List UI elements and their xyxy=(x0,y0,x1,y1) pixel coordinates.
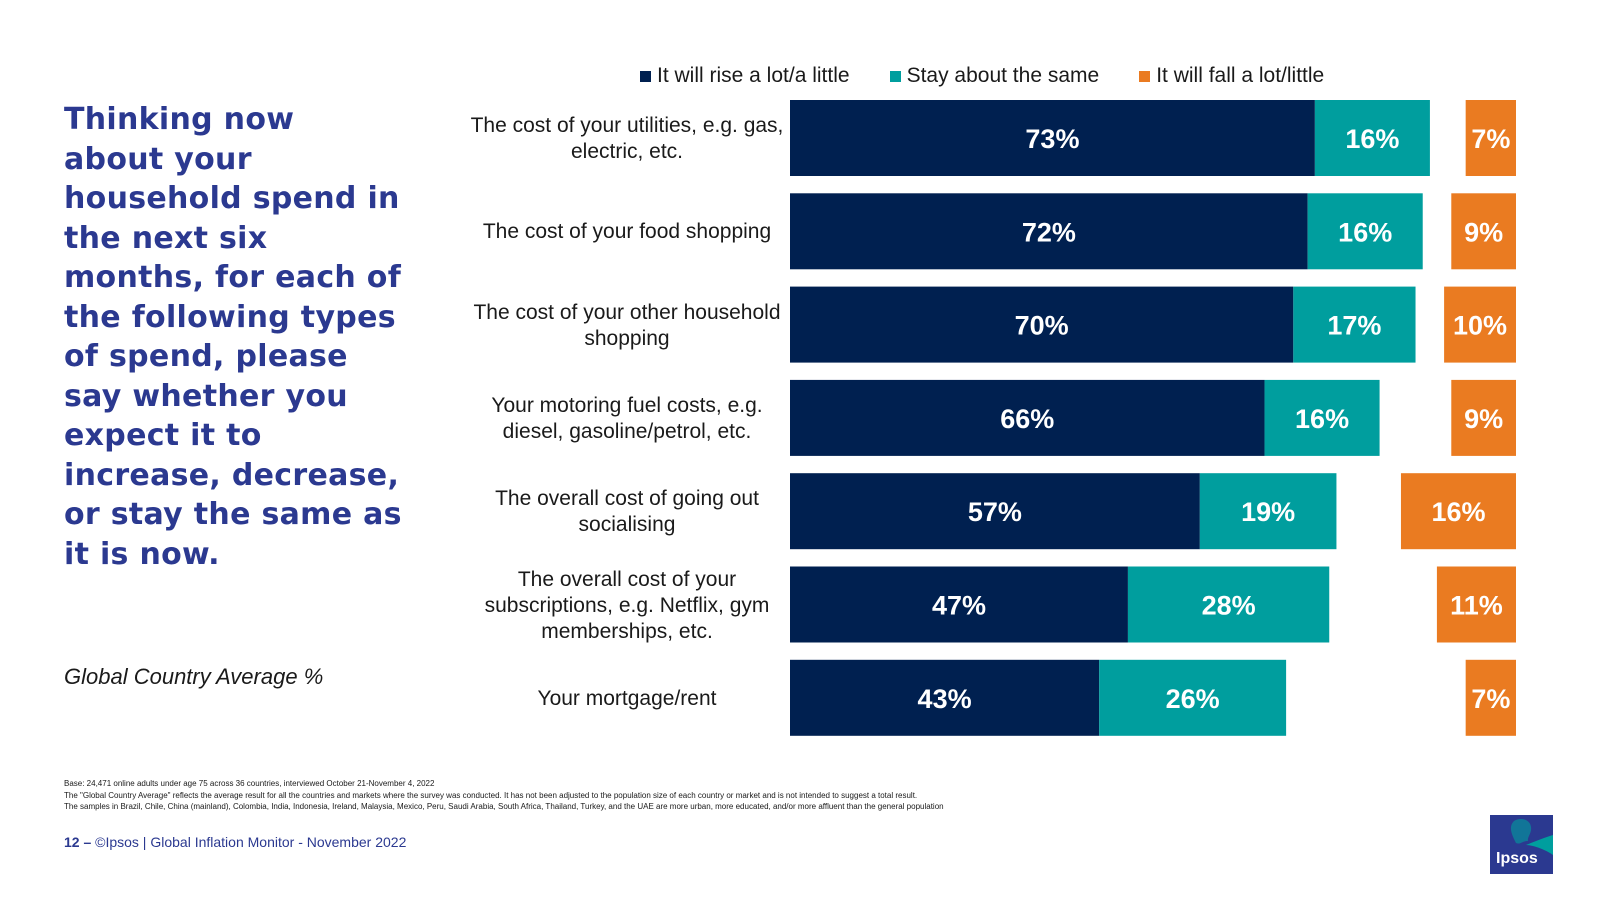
bar-same xyxy=(1099,659,1287,736)
footer: 12 – ©Ipsos | Global Inflation Monitor -… xyxy=(64,834,406,850)
bar-fall-label: 9% xyxy=(1464,217,1503,247)
bar-fall xyxy=(1451,193,1516,270)
question-text: Thinking now about your household spend … xyxy=(64,102,402,572)
legend-item-fall: It will fall a lot/little xyxy=(1139,64,1324,88)
bar-rise-label: 47% xyxy=(932,591,986,621)
bar-fall xyxy=(1436,566,1516,643)
bar-fall xyxy=(1451,379,1516,456)
category-label: The overall cost of your subscriptions, … xyxy=(484,567,770,643)
bar-same xyxy=(1264,379,1380,456)
category-label: The cost of your food shopping xyxy=(482,220,772,244)
bar-same xyxy=(1307,193,1423,270)
bar-same-label: 17% xyxy=(1327,311,1381,341)
page-number: 12 – xyxy=(64,834,92,850)
bar-rise xyxy=(790,659,1100,736)
category-label: The cost of your utilities, e.g. gas, el… xyxy=(470,114,784,163)
ipsos-logo: Ipsos xyxy=(1490,815,1553,874)
category-label: The cost of your other household shoppin… xyxy=(473,300,781,350)
bar-same-label: 16% xyxy=(1295,404,1349,434)
logo-graphic xyxy=(1510,819,1553,855)
bar-fall-label: 16% xyxy=(1431,497,1485,527)
bar-fall-label: 7% xyxy=(1471,124,1510,154)
bar-fall xyxy=(1465,100,1516,176)
footnote-base: Base: 24,471 online adults under age 75 … xyxy=(64,779,435,788)
bar-rise xyxy=(790,286,1294,363)
logo-text: Ipsos xyxy=(1496,850,1538,867)
category-label: Your motoring fuel costs, e.g. diesel, g… xyxy=(491,393,763,443)
category-label: Your mortgage/rent xyxy=(537,686,717,710)
footnote-average: The "Global Country Average" reflects th… xyxy=(64,790,918,800)
bar-rise-label: 70% xyxy=(1015,311,1069,341)
legend-label-rise: It will rise a lot/a little xyxy=(657,64,850,87)
bar-same xyxy=(1199,473,1337,550)
bar-rise xyxy=(790,193,1308,270)
bar-same xyxy=(1314,100,1430,176)
bar-rise-label: 66% xyxy=(1000,404,1054,434)
bar-rise xyxy=(790,473,1200,550)
footnotes: Base: 24,471 online adults under age 75 … xyxy=(64,778,1364,813)
footnote-samples: The samples in Brazil, Chile, China (mai… xyxy=(64,802,944,811)
bar-fall-label: 9% xyxy=(1464,404,1503,434)
bar-fall xyxy=(1400,473,1516,550)
chart-legend: It will rise a lot/a little Stay about t… xyxy=(640,64,1364,88)
bar-same-label: 28% xyxy=(1202,591,1256,621)
bar-fall xyxy=(1465,659,1516,736)
legend-label-fall: It will fall a lot/little xyxy=(1156,64,1325,87)
legend-swatch-fall xyxy=(1139,70,1151,82)
legend-item-rise: It will rise a lot/a little xyxy=(640,64,850,88)
bar-fall xyxy=(1444,286,1516,363)
bar-rise-label: 43% xyxy=(918,684,972,714)
bar-same-label: 16% xyxy=(1338,217,1392,247)
legend-swatch-same xyxy=(889,70,901,82)
bar-fall-label: 7% xyxy=(1471,684,1510,714)
bar-same-label: 19% xyxy=(1241,497,1295,527)
bar-fall-label: 11% xyxy=(1450,591,1503,621)
legend-swatch-rise xyxy=(640,70,651,82)
bar-same xyxy=(1127,566,1330,643)
bar-rise xyxy=(790,100,1315,176)
legend-label-same: Stay about the same xyxy=(906,64,1100,87)
subtitle: Global Country Average % xyxy=(64,664,324,689)
bar-rise xyxy=(790,379,1265,456)
footer-text: ©Ipsos | Global Inflation Monitor - Nove… xyxy=(95,834,407,850)
bar-same-label: 26% xyxy=(1166,684,1220,714)
bar-same xyxy=(1293,286,1416,363)
bar-fall-label: 10% xyxy=(1453,311,1507,341)
bar-same-label: 16% xyxy=(1345,124,1399,154)
bar-rise-label: 73% xyxy=(1025,124,1079,154)
bar-rise xyxy=(790,566,1128,643)
category-label: The overall cost of going out socialisin… xyxy=(495,487,759,537)
legend-item-same: Stay about the same xyxy=(889,64,1100,88)
bar-rise-label: 72% xyxy=(1022,217,1076,247)
bar-rise-label: 57% xyxy=(968,497,1022,527)
